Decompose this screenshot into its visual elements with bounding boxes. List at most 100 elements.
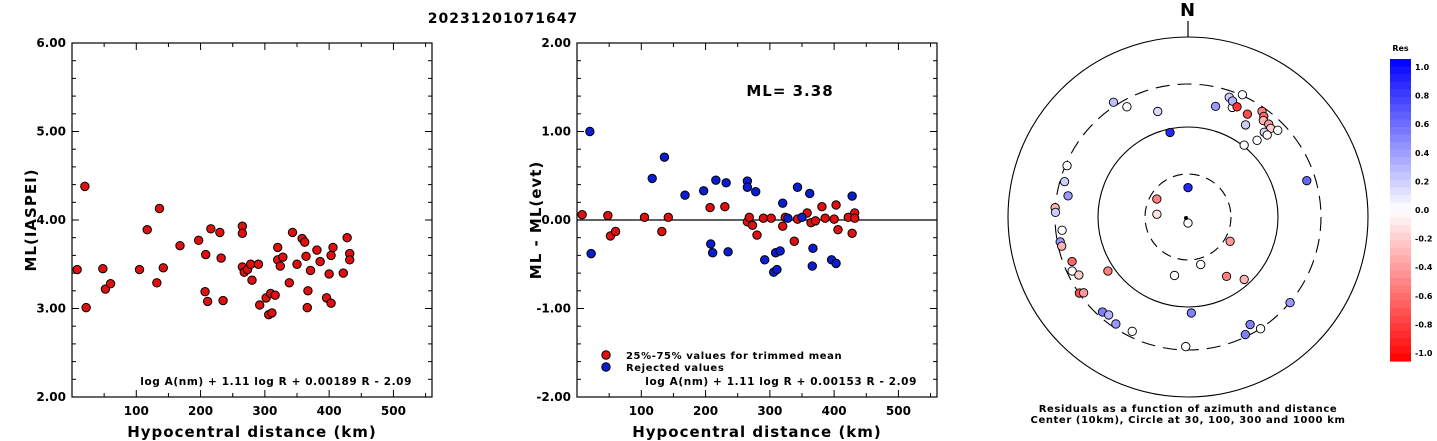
- accepted-point: [850, 213, 860, 223]
- colorbar-segment: [1390, 255, 1411, 264]
- station-marker: [1067, 256, 1077, 267]
- rejected-point: [805, 188, 815, 199]
- north-label: N: [1180, 0, 1196, 21]
- data-point: [201, 249, 211, 260]
- colorbar-segment: [1390, 323, 1411, 332]
- rejected-point: [831, 258, 841, 269]
- colorbar-segment: [1390, 134, 1411, 143]
- data-point: [326, 250, 336, 261]
- colorbar-segment: [1390, 66, 1411, 75]
- colorbar-segment: [1390, 59, 1411, 68]
- rejected-point: [586, 248, 596, 259]
- residual-colorbar: Res 1.0 0.8 0.6 0.4 0.2 0.0 -0.2 -0.4 -0.6 -0.8 -1.…: [1390, 44, 1433, 362]
- colorbar-tick-label: 0.0: [1415, 206, 1430, 215]
- epicenter-marker: [1184, 216, 1188, 220]
- rejected-point: [792, 182, 803, 192]
- station-marker: [1181, 341, 1191, 352]
- data-point: [300, 237, 310, 247]
- colorbar-segment: [1390, 149, 1411, 158]
- station-marker: [1165, 127, 1175, 138]
- colorbar-tick-label: 0.2: [1415, 177, 1429, 186]
- rejected-point: [742, 182, 753, 192]
- rejected-point: [711, 175, 721, 185]
- data-point: [338, 268, 348, 278]
- station-marker: [1240, 120, 1251, 130]
- data-point: [267, 308, 277, 318]
- station-marker: [1057, 225, 1067, 235]
- y-axis-label: ML(IASPEI): [22, 168, 40, 271]
- rejected-point: [797, 212, 807, 223]
- station-marker: [1153, 106, 1163, 117]
- colorbar-tick-label: -0.6: [1415, 292, 1433, 301]
- rejected-point: [783, 213, 793, 223]
- station-marker: [1221, 271, 1232, 282]
- station-marker: [1108, 97, 1119, 107]
- x-tick-label: 500: [886, 404, 911, 418]
- colorbar-segment: [1390, 308, 1411, 317]
- data-point: [80, 181, 90, 192]
- map-caption: Residuals as a function of azimuth and d…: [1039, 404, 1338, 415]
- colorbar-segment: [1390, 81, 1411, 90]
- plot-frame: [71, 42, 433, 398]
- station-marker: [1111, 319, 1121, 329]
- accepted-point: [705, 202, 715, 213]
- rejected-point: [778, 198, 788, 208]
- colorbar-segment: [1390, 232, 1411, 241]
- y-tick-label: 3.00: [36, 302, 66, 316]
- colorbar-segment: [1390, 111, 1411, 120]
- y-axis-label: ML - ML(evt): [527, 161, 545, 279]
- data-point: [255, 300, 265, 310]
- rejected-point: [775, 246, 785, 256]
- data-point: [278, 252, 288, 262]
- colorbar-segment: [1390, 194, 1411, 204]
- colorbar-segment: [1390, 187, 1411, 196]
- x-tick-label: 400: [822, 404, 847, 418]
- data-point: [287, 227, 298, 238]
- y-tick-label: -1.00: [536, 302, 571, 316]
- station-marker: [1074, 270, 1084, 280]
- x-tick-label: 200: [693, 404, 718, 418]
- legend-marker: [601, 350, 611, 360]
- data-point: [315, 256, 325, 267]
- station-marker: [1067, 266, 1077, 276]
- formula-label: log A(nm) + 1.11 log R + 0.00189 R - 2.0…: [140, 376, 412, 388]
- station-marker: [1240, 329, 1250, 340]
- data-point: [324, 269, 334, 279]
- data-point: [301, 251, 311, 261]
- map-caption: Center (10km), Circle at 30, 100, 300 an…: [1031, 415, 1346, 426]
- colorbar-tick-label: 0.4: [1415, 149, 1430, 158]
- colorbar-tick-label: -0.8: [1415, 320, 1433, 329]
- data-point: [246, 259, 256, 269]
- accepted-point: [747, 220, 758, 231]
- colorbar-tick-label: 0.6: [1415, 120, 1430, 129]
- y-tick-label: 2.00: [36, 390, 66, 404]
- colorbar-segment: [1390, 240, 1411, 249]
- data-point: [218, 295, 228, 306]
- colorbar-segment: [1390, 74, 1411, 83]
- x-axis-label: Hypocentral distance (km): [127, 423, 377, 441]
- station-marker: [1183, 182, 1193, 193]
- accepted-point: [810, 216, 821, 226]
- data-point: [215, 227, 225, 238]
- x-tick-label: 300: [252, 404, 277, 418]
- rejected-point: [680, 190, 690, 200]
- station-marker: [1057, 241, 1067, 251]
- station-marker: [1285, 297, 1295, 308]
- data-point: [202, 296, 213, 307]
- rejected-point: [647, 173, 657, 184]
- accepted-point: [833, 225, 843, 235]
- rejected-point: [707, 248, 718, 258]
- station-marker: [1255, 324, 1266, 334]
- colorbar-tick-label: 0.8: [1415, 92, 1430, 101]
- x-tick-label: 100: [629, 404, 654, 418]
- rejected-point: [847, 191, 857, 201]
- data-point: [292, 259, 302, 269]
- station-marker: [1242, 109, 1253, 119]
- accepted-point: [766, 213, 776, 223]
- data-point: [98, 263, 108, 274]
- x-axis-label: Hypocentral distance (km): [632, 423, 882, 441]
- y-tick-label: 5.00: [36, 125, 66, 139]
- formula-label: log A(nm) + 1.11 log R + 0.00153 R - 2.0…: [645, 376, 917, 388]
- station-marker: [1062, 161, 1072, 171]
